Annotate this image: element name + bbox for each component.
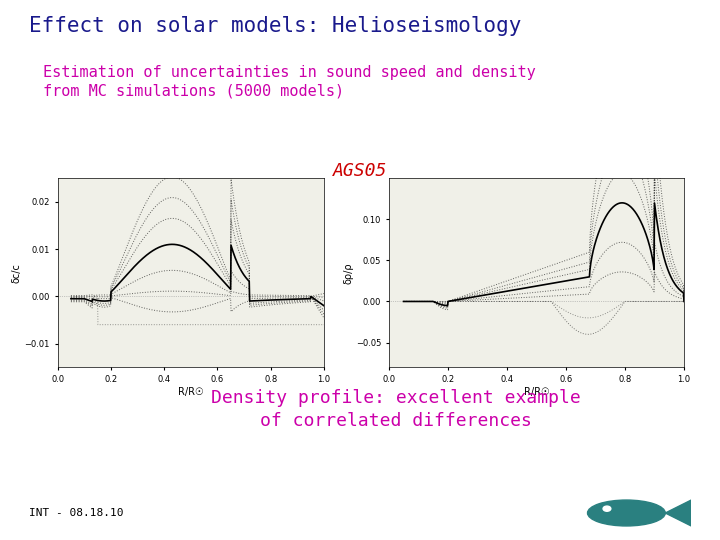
Text: Density profile: excellent example
of correlated differences: Density profile: excellent example of co… — [211, 389, 581, 430]
Ellipse shape — [588, 500, 665, 526]
Polygon shape — [665, 500, 691, 526]
Y-axis label: δc/c: δc/c — [12, 263, 22, 282]
Circle shape — [603, 506, 611, 511]
Text: INT - 08.18.10: INT - 08.18.10 — [29, 508, 123, 518]
Text: Effect on solar models: Helioseismology: Effect on solar models: Helioseismology — [29, 16, 521, 36]
X-axis label: R/R☉: R/R☉ — [523, 387, 549, 396]
Text: Estimation of uncertainties in sound speed and density
from MC simulations (5000: Estimation of uncertainties in sound spe… — [43, 65, 536, 98]
X-axis label: R/R☉: R/R☉ — [178, 387, 204, 396]
Y-axis label: δρ/ρ: δρ/ρ — [343, 262, 353, 284]
Text: AGS05: AGS05 — [333, 162, 387, 180]
